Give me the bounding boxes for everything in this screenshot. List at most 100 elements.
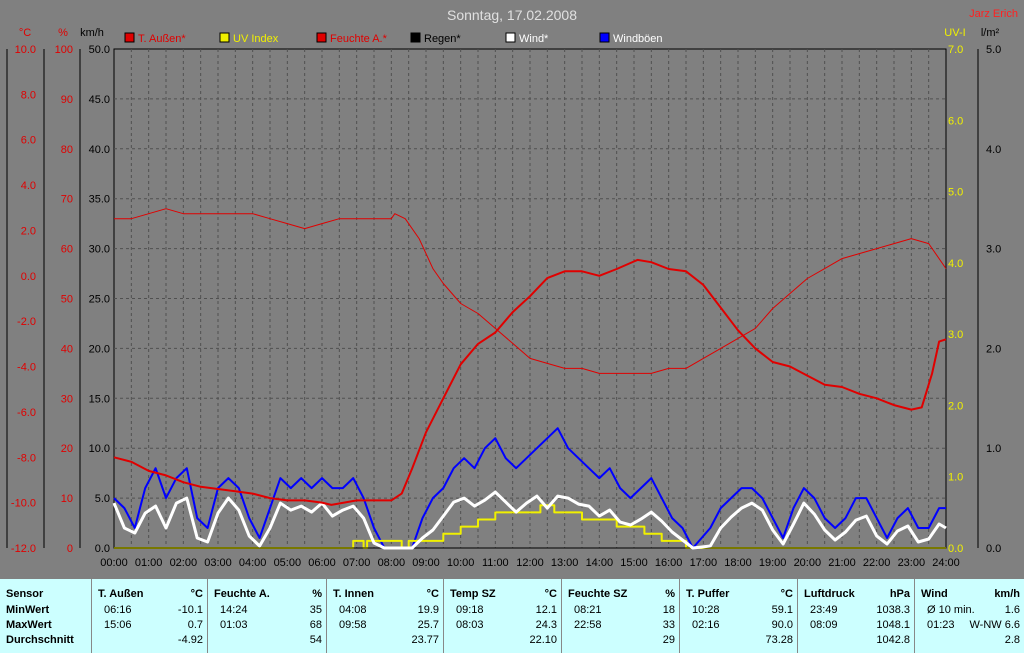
- x-tick-label: 06:00: [308, 557, 336, 569]
- x-tick-label: 05:00: [274, 557, 302, 569]
- hum-axis-tick-label: 50: [61, 294, 73, 306]
- x-tick-label: 20:00: [794, 557, 822, 569]
- x-tick-label: 17:00: [690, 557, 718, 569]
- cell-time: 14:24: [220, 604, 248, 616]
- column-title: Feuchte SZ: [568, 588, 628, 600]
- legend: T. Außen* UV Index Feuchte A.* Regen* Wind* W…: [124, 32, 663, 45]
- column-title: Feuchte A.: [214, 588, 270, 600]
- column-title: Wind: [921, 588, 948, 600]
- column-title: T. Innen: [333, 588, 374, 600]
- series: [112, 208, 947, 550]
- cell-value: 23.77: [411, 634, 439, 646]
- uv-axis-tick-label: 5.0: [948, 187, 963, 199]
- row-label: MaxWert: [6, 619, 52, 631]
- table-row: 54: [208, 633, 326, 648]
- cell-time: 08:03: [456, 619, 484, 631]
- table-header: Feuchte SZ%: [562, 587, 679, 602]
- column-unit: °C: [426, 588, 439, 600]
- table-column: T. Außen °C 06:16 -10.1 15:06 0.7 -4.92: [91, 579, 207, 653]
- rain-axis-tick-label: 4.0: [986, 144, 1001, 156]
- cell-value: W-NW 6.6: [969, 619, 1020, 631]
- cell-time: 09:18: [456, 604, 484, 616]
- cell-value: 33: [662, 619, 675, 631]
- table-row: 22.10: [444, 633, 561, 648]
- table-column: Luftdruck hPa 23:49 1038.3 08:09 1048.1 1042.8: [797, 579, 914, 653]
- hum-axis-tick-label: 0: [67, 543, 73, 555]
- row-label: MinWert: [6, 604, 50, 616]
- temp-axis-tick-label: -12.0: [11, 543, 36, 555]
- temp-axis-tick-label: 10.0: [15, 44, 36, 56]
- x-tick-label: 04:00: [239, 557, 267, 569]
- legend-swatch: [219, 32, 230, 43]
- table-column: Temp SZ °C 09:18 12.1 08:03 24.3 22.10: [443, 579, 561, 653]
- hum-axis-tick-label: 100: [55, 44, 73, 56]
- cell-time: Ø 10 min.: [927, 604, 975, 616]
- cell-value: 90.0: [771, 619, 793, 631]
- hum-axis-tick-label: 60: [61, 244, 73, 256]
- table-header: T. Puffer °C: [680, 587, 797, 602]
- temp-axis-tick-label: 4.0: [21, 180, 36, 192]
- x-tick-label: 14:00: [586, 557, 614, 569]
- cell-value: 24.3: [535, 619, 557, 631]
- cell-value: 25.7: [417, 619, 439, 631]
- table-header: Feuchte A.%: [208, 587, 326, 602]
- temp-axis-tick-label: -6.0: [17, 407, 36, 419]
- table-row: Durchschnitt: [0, 633, 91, 648]
- x-tick-label: 16:00: [655, 557, 683, 569]
- table-header: Temp SZ °C: [444, 587, 561, 602]
- wind-axis-tick-label: 20.0: [89, 343, 110, 355]
- cell-value: 73.28: [765, 634, 793, 646]
- cell-time: 06:16: [104, 604, 132, 616]
- table-row: MinWert: [0, 603, 91, 618]
- legend-label: Wind*: [519, 33, 549, 45]
- table-header: Wind km/h: [915, 587, 1024, 602]
- temp-axis-tick-label: 2.0: [21, 225, 36, 237]
- cell-time: 10:28: [692, 604, 720, 616]
- column-title: T. Außen: [98, 588, 144, 600]
- table-row: 09:18 12.1: [444, 603, 561, 618]
- x-tick-label: 23:00: [898, 557, 926, 569]
- series-line-wind: [112, 490, 947, 550]
- table-row: 23.77: [327, 633, 443, 648]
- cell-value: 68: [309, 619, 322, 631]
- wind-axis-tick-label: 5.0: [95, 493, 110, 505]
- table-row: 22:58 33: [562, 618, 679, 633]
- table-column: Feuchte SZ% 08:21 18 22:58 33 29: [561, 579, 679, 653]
- hum-axis-tick-label: 90: [61, 94, 73, 106]
- table-row: 10:28 59.1: [680, 603, 797, 618]
- chart-title: Sonntag, 17.02.2008: [447, 7, 577, 23]
- cell-time: 08:09: [810, 619, 838, 631]
- cell-time: 22:58: [574, 619, 602, 631]
- column-unit: hPa: [889, 588, 910, 600]
- uv-axis-tick-label: 3.0: [948, 329, 963, 341]
- cell-value: 29: [662, 634, 675, 646]
- hum-axis-tick-label: 10: [61, 493, 73, 505]
- series-line-tauen: [113, 258, 947, 506]
- x-tick-label: 11:00: [482, 557, 509, 569]
- cell-value: 1.6: [1004, 604, 1020, 616]
- column-unit: %: [312, 588, 322, 600]
- column-title: Sensor: [6, 588, 44, 600]
- weather-chart: 10.0 8.0 6.0 4.0 2.0 0.0 -2.0 -4.0 -6.0 -8.0 -10.0…: [6, 7, 1018, 569]
- hum-axis-tick-label: 80: [61, 144, 73, 156]
- table-row: 1042.8: [798, 633, 914, 648]
- cell-time: 15:06: [104, 619, 132, 631]
- table-row: 73.28: [680, 633, 797, 648]
- column-title: Luftdruck: [804, 588, 855, 600]
- legend-swatch: [316, 32, 327, 43]
- cell-value: 35: [309, 604, 322, 616]
- table-row: 09:58 25.7: [327, 618, 443, 633]
- cell-value: 2.8: [1004, 634, 1020, 646]
- table-row: 06:16 -10.1: [92, 603, 207, 618]
- table-column: Wind km/h Ø 10 min. 1.6 01:23 W-NW 6.6 2.8: [914, 579, 1024, 653]
- legend-label: Regen*: [424, 33, 461, 45]
- hum-axis-tick-label: 30: [61, 393, 73, 405]
- x-tick-label: 00:00: [100, 557, 128, 569]
- x-tick-label: 07:00: [343, 557, 371, 569]
- legend-swatch: [410, 32, 421, 43]
- table-header: T. Außen °C: [92, 587, 207, 602]
- series-line-uvindex: [114, 504, 946, 549]
- wind-axis-tick-label: 35.0: [89, 194, 110, 206]
- temp-axis-tick-label: 8.0: [21, 89, 36, 101]
- cell-time: 09:58: [339, 619, 367, 631]
